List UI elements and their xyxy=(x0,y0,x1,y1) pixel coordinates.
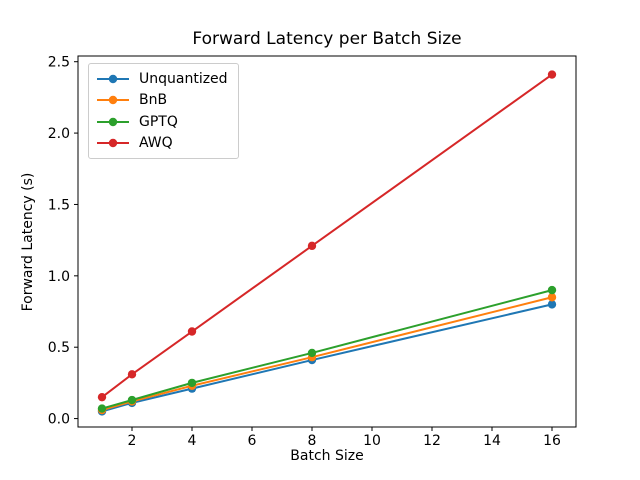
x-tick-label: 16 xyxy=(543,433,561,449)
x-tick-label: 8 xyxy=(308,433,317,449)
y-tick-label: 2.0 xyxy=(48,126,70,142)
data-point-marker xyxy=(547,70,557,79)
data-point-marker xyxy=(307,348,317,358)
data-point-marker xyxy=(97,392,107,402)
x-tick-label: 14 xyxy=(483,433,501,449)
data-point-marker xyxy=(547,285,557,295)
legend-label: Unquantized xyxy=(139,70,228,87)
data-point-marker xyxy=(97,404,107,413)
series-unquantized xyxy=(97,300,557,416)
legend-item-bnb: BnB xyxy=(96,90,228,112)
series-line xyxy=(101,303,553,413)
legend-label: BnB xyxy=(139,92,168,109)
legend: Unquantized BnB GPTQ AWQ xyxy=(88,63,239,159)
line-marker-icon xyxy=(97,96,129,105)
data-point-marker xyxy=(187,378,197,388)
y-tick-label: 1.5 xyxy=(48,197,70,213)
data-point-marker xyxy=(307,241,317,251)
plot-frame xyxy=(77,55,577,428)
y-tick-label: 0.0 xyxy=(48,412,70,428)
data-point-marker xyxy=(127,370,137,379)
data-point-marker xyxy=(547,293,557,302)
data-point-marker xyxy=(187,327,197,336)
x-tick-label: 10 xyxy=(363,433,381,449)
x-axis-label: Batch Size xyxy=(290,448,364,464)
legend-label: GPTQ xyxy=(139,113,178,130)
y-tick-label: 0.5 xyxy=(48,340,70,356)
legend-item-unquantized: Unquantized xyxy=(96,68,228,90)
series-gptq xyxy=(97,285,557,413)
x-tick-label: 12 xyxy=(423,433,441,449)
y-tick-label: 1.0 xyxy=(48,269,70,285)
y-ticks: 0.0 0.5 1.0 1.5 2.0 2.5 xyxy=(48,55,78,428)
data-point-marker xyxy=(547,300,557,309)
x-tick-label: 6 xyxy=(248,433,257,449)
y-axis-label: Forward Latency (s) xyxy=(20,172,36,312)
data-point-marker xyxy=(127,395,137,405)
legend-item-gptq: GPTQ xyxy=(96,111,228,133)
line-marker-icon xyxy=(97,74,129,83)
legend-item-awq: AWQ xyxy=(96,133,228,155)
legend-label: AWQ xyxy=(139,135,173,152)
series-awq xyxy=(97,70,557,402)
x-tick-label: 2 xyxy=(128,433,137,449)
series-bnb xyxy=(97,293,557,415)
x-ticks: 2 4 6 8 10 12 14 16 xyxy=(128,427,561,449)
y-tick-label: 2.5 xyxy=(48,55,70,71)
x-tick-label: 4 xyxy=(188,433,197,449)
line-marker-icon xyxy=(97,139,129,148)
line-marker-icon xyxy=(97,117,129,126)
chart-title: Forward Latency per Batch Size xyxy=(192,29,462,49)
